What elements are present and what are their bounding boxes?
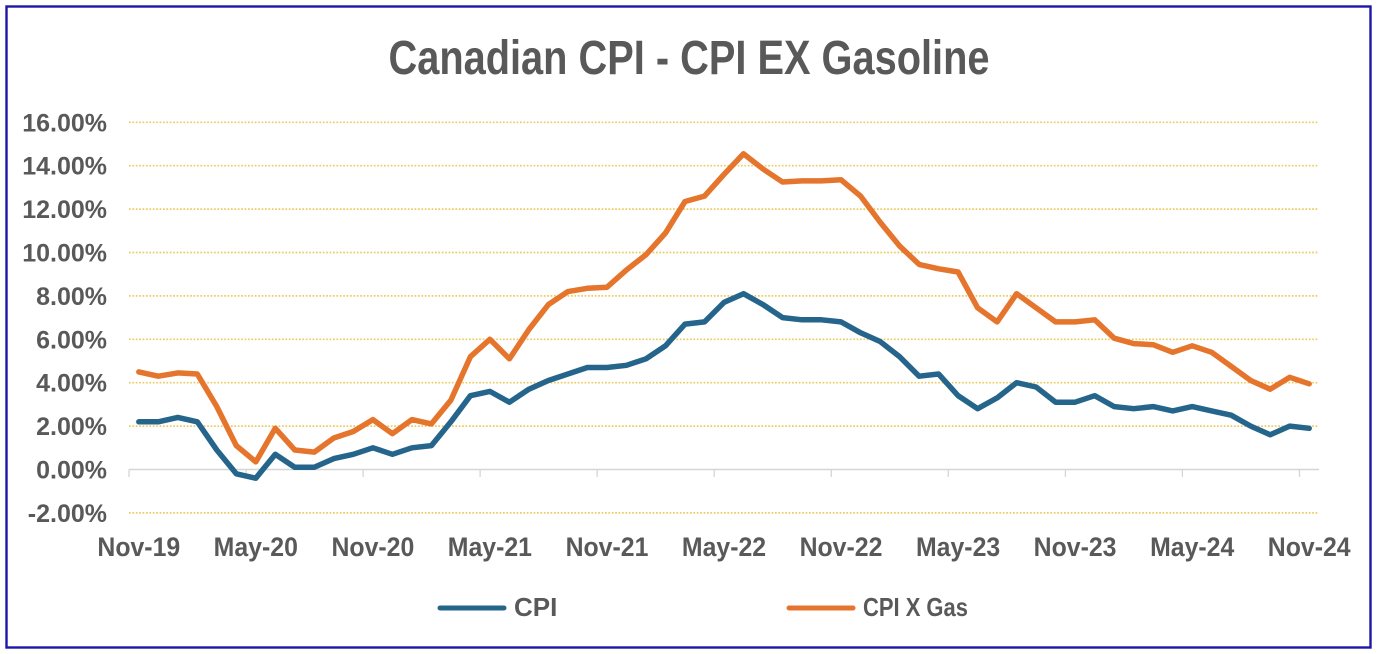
svg-text:Nov-21: Nov-21 [566, 533, 649, 562]
svg-text:Nov-23: Nov-23 [1034, 533, 1117, 562]
svg-text:Nov-19: Nov-19 [97, 533, 180, 562]
svg-text:Canadian CPI - CPI EX Gasoline: Canadian CPI - CPI EX Gasoline [388, 31, 989, 85]
svg-text:14.00%: 14.00% [22, 153, 107, 181]
svg-text:Nov-22: Nov-22 [800, 533, 883, 562]
svg-text:12.00%: 12.00% [22, 196, 107, 224]
svg-text:May-21: May-21 [448, 533, 532, 562]
svg-text:Nov-20: Nov-20 [331, 533, 414, 562]
svg-text:May-20: May-20 [214, 533, 298, 562]
svg-text:4.00%: 4.00% [36, 370, 107, 398]
svg-text:2.00%: 2.00% [36, 413, 107, 441]
svg-text:-2.00%: -2.00% [28, 500, 107, 528]
svg-text:0.00%: 0.00% [36, 457, 107, 485]
svg-text:Nov-24: Nov-24 [1268, 533, 1351, 562]
svg-text:May-23: May-23 [916, 533, 1000, 562]
svg-text:16.00%: 16.00% [22, 109, 107, 137]
svg-text:May-22: May-22 [682, 533, 766, 562]
svg-text:10.00%: 10.00% [22, 240, 107, 268]
svg-text:8.00%: 8.00% [36, 283, 107, 311]
svg-text:CPI: CPI [514, 592, 557, 622]
svg-text:CPI X Gas: CPI X Gas [863, 593, 968, 622]
svg-text:May-24: May-24 [1150, 533, 1235, 562]
svg-text:6.00%: 6.00% [36, 326, 107, 354]
